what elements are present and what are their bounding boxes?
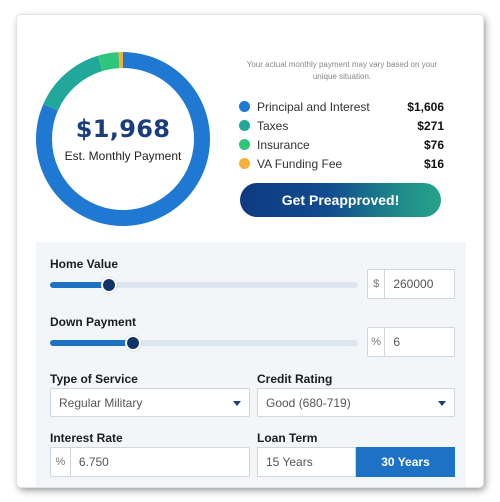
down-payment-field[interactable]: % <box>367 327 455 357</box>
credit-rating-value: Good (680-719) <box>266 395 351 410</box>
calculator-form: Home Value $ Down Payment % Type of Serv… <box>36 242 466 487</box>
interest-rate-field[interactable]: % <box>50 447 250 477</box>
type-of-service-value: Regular Military <box>59 395 143 410</box>
payment-breakdown-legend: Principal and Interest $1,606 Taxes $271… <box>239 97 444 173</box>
mortgage-calculator-card: $1,968 Est. Monthly Payment Your actual … <box>17 15 483 487</box>
breakdown-row-insurance: Insurance $76 <box>239 135 444 154</box>
home-value-label: Home Value <box>50 257 119 271</box>
donut-slice-1 <box>43 55 103 111</box>
type-of-service-select[interactable]: Regular Military <box>50 388 250 417</box>
donut-slice-2 <box>97 52 120 72</box>
taxes-dot-icon <box>239 120 250 131</box>
get-preapproved-button[interactable]: Get Preapproved! <box>240 183 441 217</box>
credit-rating-select[interactable]: Good (680-719) <box>257 388 455 417</box>
breakdown-label: VA Funding Fee <box>257 156 343 171</box>
home-value-slider[interactable] <box>50 277 358 293</box>
breakdown-label: Taxes <box>257 118 289 133</box>
home-value-slider-thumb[interactable] <box>100 277 117 293</box>
funding-fee-dot-icon <box>239 158 250 169</box>
payment-disclaimer: Your actual monthly payment may vary bas… <box>246 60 438 81</box>
breakdown-row-taxes: Taxes $271 <box>239 116 444 135</box>
loan-term-15-years[interactable]: 15 Years <box>257 447 356 477</box>
home-value-slider-fill <box>50 282 109 288</box>
down-payment-input[interactable] <box>385 328 454 356</box>
caret-down-icon <box>233 401 241 406</box>
payment-donut-chart: $1,968 Est. Monthly Payment <box>35 51 211 227</box>
down-payment-slider[interactable] <box>50 335 358 351</box>
breakdown-label: Insurance <box>257 137 310 152</box>
interest-rate-input[interactable] <box>70 448 249 476</box>
credit-rating-label: Credit Rating <box>257 372 333 386</box>
donut-svg <box>36 52 210 226</box>
percent-prefix: % <box>51 448 71 476</box>
breakdown-label: Principal and Interest <box>257 99 370 114</box>
breakdown-value: $271 <box>417 118 444 133</box>
principal-dot-icon <box>239 101 250 112</box>
monthly-payment-amount: $1,968 <box>75 115 171 143</box>
percent-prefix: % <box>368 328 386 356</box>
interest-rate-label: Interest Rate <box>50 431 123 445</box>
monthly-payment-label: Est. Monthly Payment <box>64 149 182 163</box>
breakdown-row-principal: Principal and Interest $1,606 <box>239 97 444 116</box>
breakdown-value: $76 <box>423 137 444 152</box>
home-value-field[interactable]: $ <box>367 269 455 299</box>
down-payment-slider-thumb[interactable] <box>125 335 142 351</box>
home-value-input[interactable] <box>385 270 454 298</box>
down-payment-label: Down Payment <box>50 315 137 329</box>
dollar-prefix: $ <box>368 270 386 298</box>
breakdown-value: $16 <box>423 156 444 171</box>
down-payment-slider-fill <box>50 340 134 346</box>
donut-slice-0 <box>36 52 210 226</box>
donut-center: $1,968 Est. Monthly Payment <box>35 51 211 227</box>
insurance-dot-icon <box>239 139 250 150</box>
breakdown-value: $1,606 <box>407 99 444 114</box>
loan-term-label: Loan Term <box>257 431 318 445</box>
caret-down-icon <box>438 401 446 406</box>
type-of-service-label: Type of Service <box>50 372 138 386</box>
breakdown-row-funding-fee: VA Funding Fee $16 <box>239 154 444 173</box>
loan-term-30-years[interactable]: 30 Years <box>356 447 455 477</box>
